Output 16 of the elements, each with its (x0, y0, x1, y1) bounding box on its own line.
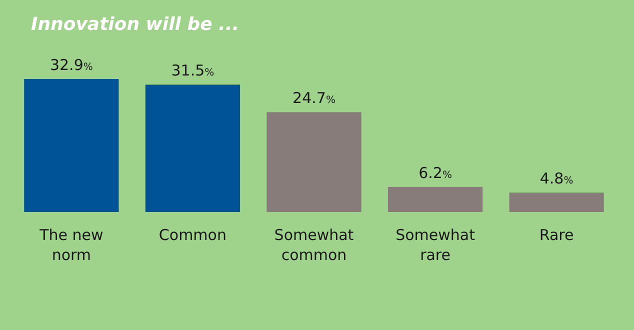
x-tick-label: Rare (539, 226, 574, 244)
bar (509, 192, 604, 212)
bar (145, 84, 240, 212)
bar (388, 186, 483, 212)
x-tick-label: Common (158, 226, 226, 244)
chart-title: Innovation will be ... (31, 14, 240, 35)
x-tick-label: The new norm (38, 226, 104, 264)
data-label: 6.2% (418, 164, 452, 182)
data-label: 4.8% (540, 170, 574, 188)
data-label: 24.7% (292, 89, 336, 108)
x-tick-label: Somewhat rare (396, 226, 476, 264)
data-label: 31.5% (171, 62, 214, 80)
x-tick-label: Somewhat common (274, 226, 354, 264)
bar (24, 79, 119, 212)
data-label: 32.9% (50, 56, 93, 74)
bar (266, 112, 362, 212)
